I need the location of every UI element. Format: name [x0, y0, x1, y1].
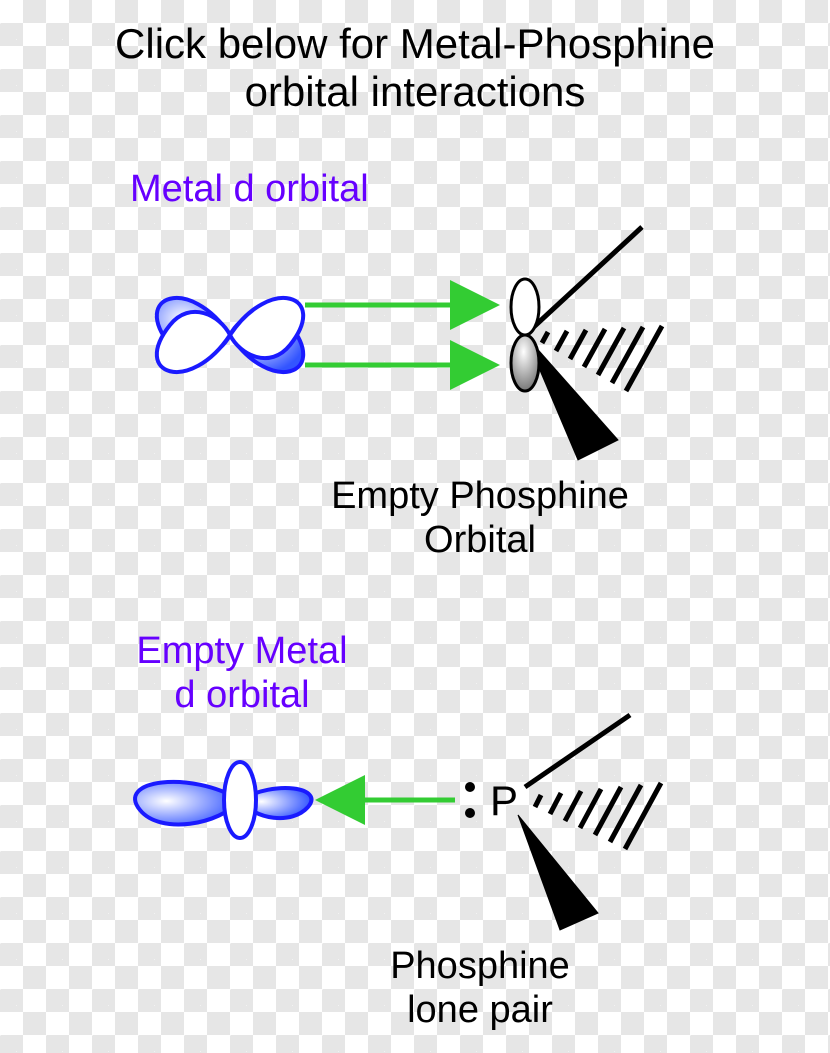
- lower-diagram: P: [70, 725, 720, 955]
- title-line2: orbital interactions: [245, 68, 586, 115]
- empty-metal-dz2: [135, 762, 311, 838]
- empty-metal-d-orbital-label: Empty Metal d orbital: [112, 630, 372, 717]
- title-line1: Click below for Metal-Phosphine: [115, 20, 715, 67]
- donation-arrows-upper: [305, 305, 495, 365]
- phosphine-bonds-upper: [525, 227, 662, 460]
- metal-d-orbital-label: Metal d orbital: [130, 168, 369, 211]
- phosphine-bonds-lower: [518, 715, 661, 930]
- upper-diagram: [70, 215, 690, 475]
- page-title: Click below for Metal-Phosphine orbital …: [0, 0, 830, 117]
- empty-phosphine-orbital-label: Empty Phosphine Orbital: [280, 475, 680, 562]
- d-orbital-clover: [157, 298, 303, 372]
- lone-pair-dots: [465, 782, 475, 818]
- phosphine-lone-pair-label: Phosphine lone pair: [340, 945, 620, 1032]
- p-atom-symbol: P: [490, 777, 518, 824]
- phosphine-small-orbital: [511, 279, 539, 391]
